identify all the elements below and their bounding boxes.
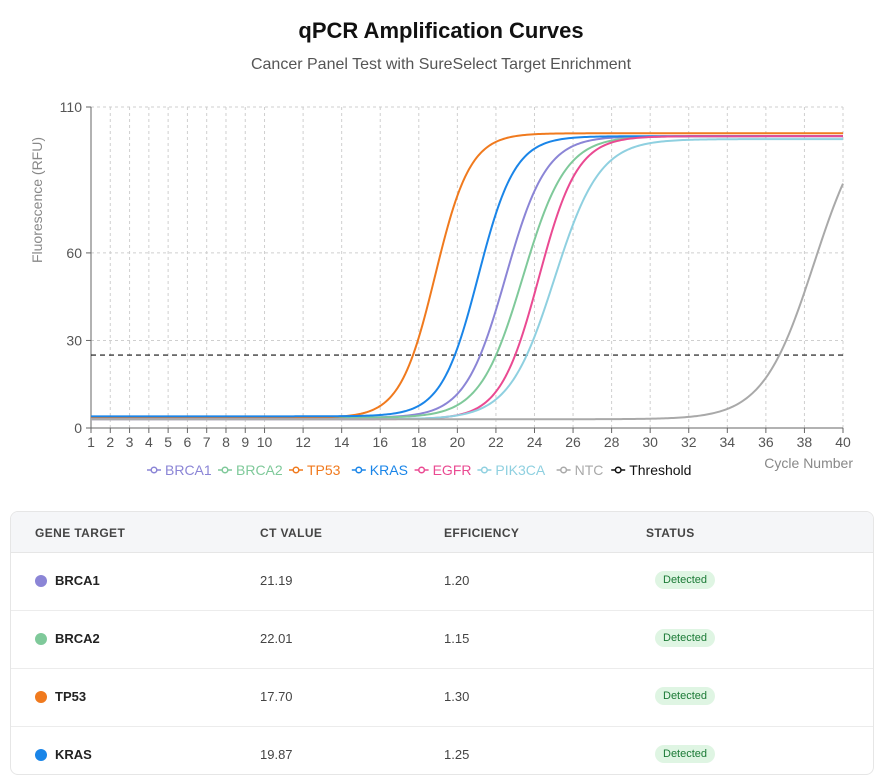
x-tick-label: 12 bbox=[295, 434, 311, 450]
y-tick-label: 30 bbox=[66, 332, 82, 348]
y-tick-label: 60 bbox=[66, 245, 82, 261]
x-tick-label: 32 bbox=[681, 434, 697, 450]
efficiency-cell: 1.20 bbox=[444, 573, 470, 588]
legend-label: KRAS bbox=[370, 462, 408, 478]
legend-item-pik3ca: PIK3CA bbox=[477, 462, 546, 478]
x-tick-label: 24 bbox=[527, 434, 543, 450]
gene-color-dot bbox=[35, 633, 47, 645]
gene-color-dot bbox=[35, 749, 47, 761]
x-tick-label: 14 bbox=[334, 434, 350, 450]
x-tick-label: 20 bbox=[450, 434, 466, 450]
series-line-pik3ca bbox=[91, 138, 843, 421]
x-tick-label: 36 bbox=[758, 434, 774, 450]
table-header: GENE TARGET CT VALUE EFFICIENCY STATUS bbox=[11, 512, 873, 553]
x-tick-label: 4 bbox=[145, 434, 153, 450]
x-tick-label: 7 bbox=[203, 434, 211, 450]
x-tick-label: 28 bbox=[604, 434, 620, 450]
series-line-brca2 bbox=[91, 135, 843, 419]
table-row: BRCA1 21.19 1.20 Detected bbox=[11, 553, 873, 611]
series-line-kras bbox=[91, 135, 843, 418]
x-tick-label: 16 bbox=[372, 434, 388, 450]
results-table: GENE TARGET CT VALUE EFFICIENCY STATUS B… bbox=[10, 511, 874, 775]
x-tick-label: 30 bbox=[642, 434, 658, 450]
legend-swatch-marker bbox=[480, 466, 488, 474]
chart-subtitle: Cancer Panel Test with SureSelect Target… bbox=[250, 56, 632, 73]
status-badge: Detected bbox=[655, 745, 716, 763]
legend-item-threshold: Threshold bbox=[611, 462, 691, 478]
legend-label: BRCA1 bbox=[165, 462, 212, 478]
legend-item-tp53: TP53 bbox=[289, 462, 341, 478]
x-tick-label: 26 bbox=[565, 434, 581, 450]
y-axis-label: Fluorescence (RFU) bbox=[29, 137, 45, 263]
legend-swatch-marker bbox=[355, 466, 363, 474]
legend-item-brca2: BRCA2 bbox=[218, 462, 283, 478]
ct-value-cell: 21.19 bbox=[260, 573, 293, 588]
ct-value-cell: 19.87 bbox=[260, 747, 293, 762]
status-badge: Detected bbox=[655, 571, 716, 589]
x-tick-label: 5 bbox=[164, 434, 172, 450]
series-line-tp53 bbox=[91, 132, 843, 419]
gene-color-dot bbox=[35, 575, 47, 587]
legend-item-kras: KRAS bbox=[351, 462, 408, 478]
status-badge: Detected bbox=[655, 629, 716, 647]
header-ct-value: CT VALUE bbox=[260, 526, 323, 540]
x-axis-label: Cycle Number bbox=[764, 455, 853, 471]
legend-label: Threshold bbox=[629, 462, 691, 478]
status-badge: Detected bbox=[655, 687, 716, 705]
header-efficiency: EFFICIENCY bbox=[444, 526, 520, 540]
gene-target-cell: TP53 bbox=[55, 689, 87, 704]
x-tick-label: 6 bbox=[184, 434, 192, 450]
x-tick-label: 2 bbox=[106, 434, 114, 450]
legend-swatch-marker bbox=[221, 466, 229, 474]
legend-swatch-marker bbox=[150, 466, 158, 474]
chart-title: qPCR Amplification Curves bbox=[298, 18, 584, 43]
legend-item-egfr: EGFR bbox=[414, 462, 472, 478]
series-line-brca1 bbox=[91, 135, 843, 419]
efficiency-cell: 1.30 bbox=[444, 689, 470, 704]
x-tick-label: 1 bbox=[87, 434, 95, 450]
x-tick-label: 40 bbox=[835, 434, 851, 450]
efficiency-cell: 1.25 bbox=[444, 747, 470, 762]
gene-target-cell: BRCA1 bbox=[55, 573, 100, 588]
series-line-ntc bbox=[91, 183, 844, 421]
amplification-chart: 1 2 3 4 5 6 7 8 9 10 12 14 16 18 20 22 24 26 28 30 32 34 36 38 4… bbox=[29, 99, 853, 478]
legend-swatch-marker bbox=[560, 466, 568, 474]
ct-value-cell: 22.01 bbox=[260, 631, 293, 646]
x-tick-label: 38 bbox=[797, 434, 813, 450]
y-tick-label: 110 bbox=[60, 99, 83, 115]
legend-item-ntc: NTC bbox=[556, 462, 604, 478]
legend-label: NTC bbox=[575, 462, 604, 478]
ct-value-cell: 17.70 bbox=[260, 689, 293, 704]
table-row: TP53 17.70 1.30 Detected bbox=[11, 669, 873, 727]
legend-swatch-marker bbox=[614, 466, 622, 474]
header-status: STATUS bbox=[646, 526, 695, 540]
legend-label: BRCA2 bbox=[236, 462, 283, 478]
legend-swatch-marker bbox=[292, 466, 300, 474]
x-tick-label: 22 bbox=[488, 434, 504, 450]
x-tick-label: 3 bbox=[126, 434, 134, 450]
y-tick-label: 0 bbox=[74, 420, 82, 436]
legend-label: TP53 bbox=[307, 462, 341, 478]
x-tick-label: 9 bbox=[241, 434, 249, 450]
gene-target-cell: KRAS bbox=[55, 747, 92, 762]
legend-label: EGFR bbox=[433, 462, 472, 478]
series-line-egfr bbox=[91, 135, 843, 421]
x-tick-label: 10 bbox=[257, 434, 273, 450]
x-tick-label: 18 bbox=[411, 434, 427, 450]
legend-label: PIK3CA bbox=[495, 462, 545, 478]
gene-color-dot bbox=[35, 691, 47, 703]
gene-target-cell: BRCA2 bbox=[55, 631, 100, 646]
header-gene-target: GENE TARGET bbox=[35, 526, 126, 540]
x-tick-label: 8 bbox=[222, 434, 230, 450]
legend-swatch-marker bbox=[418, 466, 426, 474]
efficiency-cell: 1.15 bbox=[444, 631, 470, 646]
legend-item-brca1: BRCA1 bbox=[147, 462, 212, 478]
table-row: KRAS 19.87 1.25 Detected bbox=[11, 727, 873, 774]
x-tick-label: 34 bbox=[720, 434, 736, 450]
table-row: BRCA2 22.01 1.15 Detected bbox=[11, 611, 873, 669]
